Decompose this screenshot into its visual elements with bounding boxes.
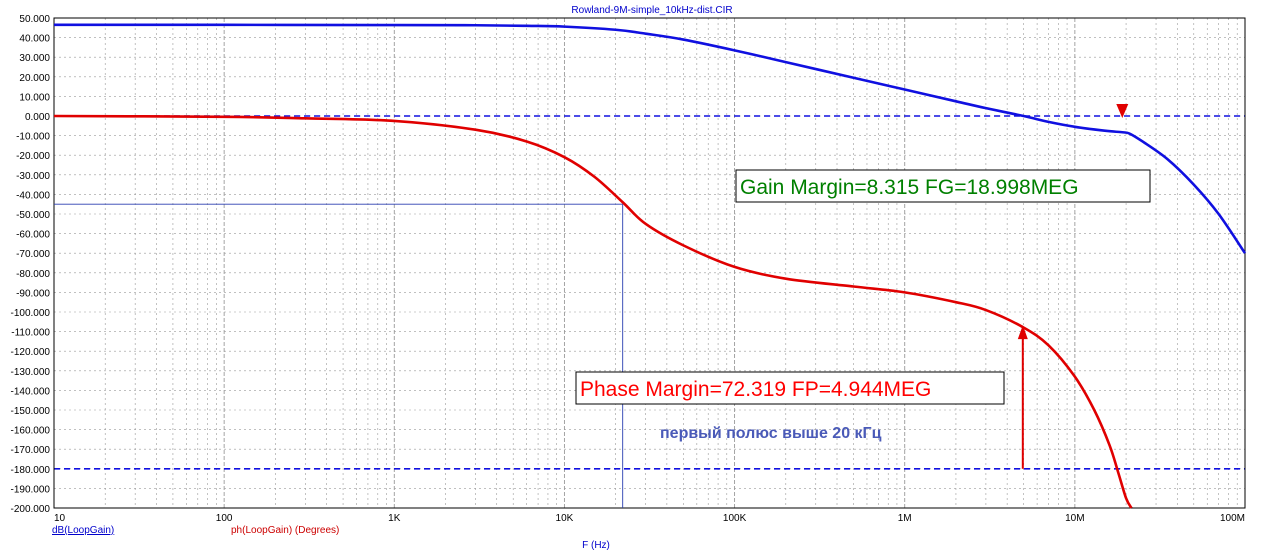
phase-series-line (53, 114, 1133, 509)
y-tick-label: 40.000 (19, 34, 50, 45)
phase-cursor (54, 203, 624, 508)
phase-margin-label[interactable]: Phase Margin=72.319 FP=4.944MEG (575, 371, 1005, 405)
x-tick-label: 100K (723, 513, 747, 524)
y-tick-label: -200.000 (11, 504, 51, 515)
margin-markers (1017, 104, 1129, 469)
y-tick-label: -130.000 (11, 367, 51, 378)
x-tick-labels: 10 100 1K 10K 100K 1M 10M 100M (54, 513, 1245, 524)
y-tick-label: -110.000 (11, 328, 50, 339)
gain-margin-box (735, 169, 1151, 203)
y-tick-label: -170.000 (11, 445, 51, 456)
x-tick-label: 1M (898, 513, 912, 524)
note-text: первый полюс выше 20 кГц (660, 425, 882, 442)
legend-phase[interactable]: ph(LoopGain) (Degrees) (231, 525, 339, 536)
y-tick-label: -70.000 (16, 249, 50, 260)
y-tick-label: -160.000 (11, 426, 51, 437)
y-tick-label: -150.000 (11, 406, 51, 417)
x-tick-label: 1K (388, 513, 401, 524)
x-axis-label: F (Hz) (582, 540, 610, 551)
grid (54, 18, 1245, 508)
reference-lines (54, 115, 1245, 470)
y-tick-label: -20.000 (16, 151, 50, 162)
legend-gain[interactable]: dB(LoopGain) (52, 525, 114, 536)
gain-margin-label[interactable]: Gain Margin=8.315 FG=18.998MEG (735, 169, 1151, 203)
x-tick-label: 100 (216, 513, 233, 524)
y-tick-label: 30.000 (19, 53, 50, 64)
y-tick-label: -30.000 (16, 171, 50, 182)
phase-margin-arrow-head (1017, 325, 1028, 340)
series-group (53, 23, 1247, 509)
gain-margin-text: Gain Margin=8.315 FG=18.998MEG (740, 176, 1079, 199)
x-tick-label: 10K (556, 513, 574, 524)
y-tick-label: 10.000 (19, 92, 50, 103)
chart-title: Rowland-9M-simple_10kHz-dist.CIR (571, 5, 732, 16)
gain-series-line (53, 23, 1247, 254)
y-tick-label: -40.000 (16, 190, 50, 201)
y-tick-label: -180.000 (11, 465, 51, 476)
y-tick-label: -60.000 (16, 230, 50, 241)
y-tick-label: 50.000 (19, 14, 50, 25)
phase-margin-text: Phase Margin=72.319 FP=4.944MEG (580, 378, 931, 401)
y-tick-label: -10.000 (16, 132, 50, 143)
y-tick-label: 20.000 (19, 73, 50, 84)
x-tick-label: 10 (54, 513, 66, 524)
y-tick-label: -90.000 (16, 288, 50, 299)
gain-margin-marker (1116, 104, 1129, 118)
y-tick-label: -120.000 (11, 347, 51, 358)
phase-margin-box (575, 371, 1005, 405)
x-tick-label: 100M (1220, 513, 1245, 524)
y-tick-label: -140.000 (11, 386, 51, 397)
x-tick-label: 10M (1065, 513, 1084, 524)
y-tick-label: 0.000 (25, 112, 50, 123)
y-tick-label: -100.000 (11, 308, 51, 319)
plot-frame (53, 17, 1246, 509)
y-tick-label: -80.000 (16, 269, 50, 280)
y-tick-labels: 50.000 40.000 30.000 20.000 10.000 0.000 -10.0… (11, 14, 51, 515)
y-tick-label: -190.000 (11, 484, 51, 495)
y-tick-label: -50.000 (16, 210, 50, 221)
